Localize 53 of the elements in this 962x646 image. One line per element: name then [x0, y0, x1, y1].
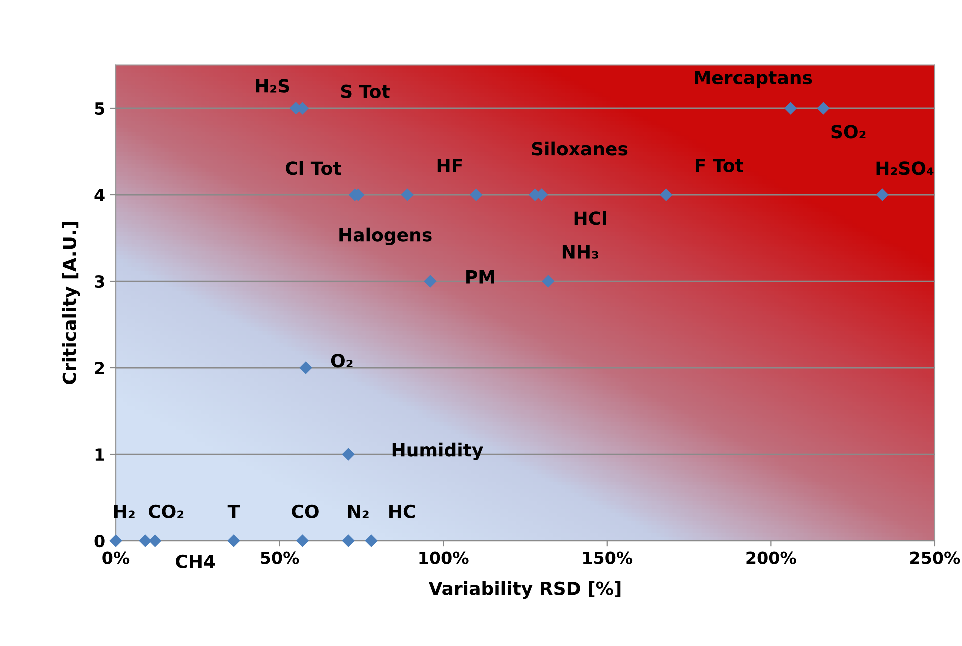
annotation: H₂: [114, 505, 135, 518]
annotation: Mercaptans: [695, 71, 812, 88]
y-tick-label: 1: [96, 448, 104, 461]
point: [401, 188, 414, 202]
point: [424, 275, 437, 288]
y-tick-label: 2: [95, 362, 104, 374]
point: [784, 102, 798, 115]
annotation: Siloxanes: [532, 142, 628, 156]
annotation: F Tot: [696, 159, 744, 172]
x-tick-label: 250%: [910, 552, 960, 564]
annotation: CO: [292, 504, 319, 518]
annotation: T: [228, 505, 240, 518]
point: [148, 534, 162, 548]
x-tick-label: 100%: [420, 552, 469, 564]
annotation: NH₃: [562, 246, 598, 259]
annotation: H₂SO₄: [876, 162, 934, 176]
y-tick-label: 0: [94, 534, 105, 548]
annotation: CH4: [176, 554, 216, 568]
point: [542, 275, 555, 288]
point: [876, 188, 889, 202]
x-tick-label: 150%: [584, 552, 633, 564]
point: [110, 534, 122, 548]
point: [139, 534, 152, 548]
y-tick-label: 4: [94, 189, 105, 202]
y-axis-title: Criticality [A.U.]: [62, 222, 80, 384]
annotation: CO₂: [148, 504, 184, 518]
annotation: HCl: [574, 211, 606, 226]
x-tick-label: 0%: [102, 552, 130, 564]
x-tick-label: 50%: [261, 552, 300, 564]
x-tick-label: 200%: [746, 552, 796, 564]
annotation: N₂: [348, 505, 369, 518]
point: [365, 534, 378, 548]
point: [470, 188, 483, 202]
point: [660, 188, 673, 202]
annotation: SO₂: [832, 125, 866, 139]
annotation: H₂S: [256, 79, 290, 93]
annotation: Cl Tot: [286, 161, 342, 176]
annotation: Humidity: [392, 442, 484, 461]
y-tick-label: 5: [95, 102, 104, 116]
annotation: Halogens: [340, 228, 432, 246]
annotation: S Tot: [341, 84, 390, 98]
annotation: PM: [466, 270, 494, 284]
point: [817, 102, 830, 115]
annotation: O₂: [331, 354, 353, 368]
point: [296, 534, 310, 548]
point: [342, 534, 355, 548]
x-axis-title: Variability RSD [%]: [428, 581, 621, 600]
point: [228, 534, 240, 548]
y-tick-label: 3: [95, 275, 104, 288]
annotation: HC: [390, 504, 416, 518]
annotation: HF: [438, 159, 462, 172]
point: [300, 362, 312, 374]
point: [342, 448, 355, 461]
